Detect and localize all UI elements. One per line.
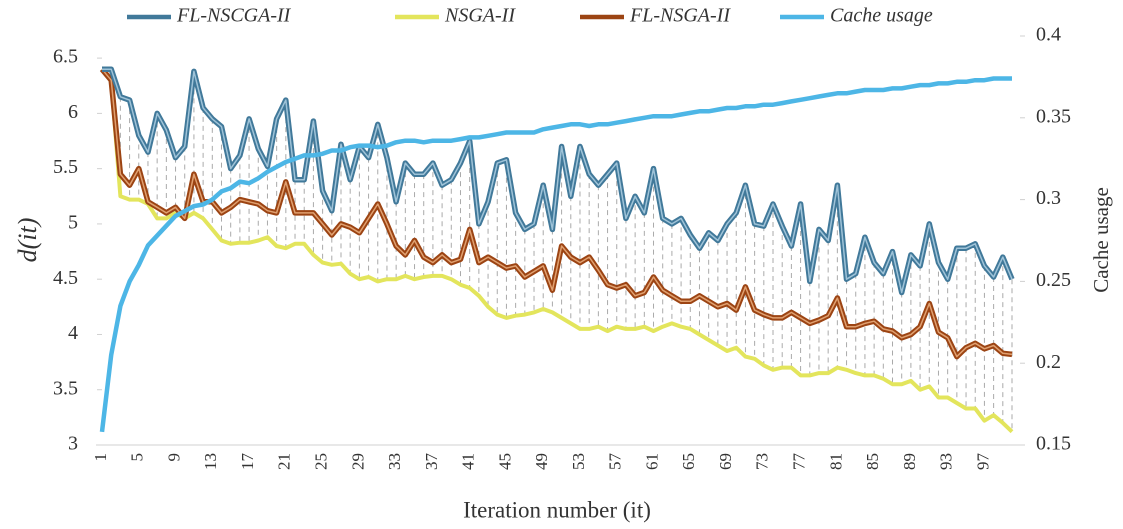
y-tick-label: 4: [68, 322, 78, 344]
legend-label: FL-NSGA-II: [629, 5, 731, 27]
y-tick-label: 6: [68, 101, 78, 123]
legend: FL-NSCGA-II NSGA-II FL-NSGA-II Cache usage: [127, 5, 933, 27]
y-tick-label: 6.5: [53, 46, 78, 68]
x-tick-label: 37: [422, 453, 441, 471]
x-tick-label: 21: [275, 453, 294, 470]
x-tick-label: 85: [863, 453, 882, 470]
x-tick-label: 61: [642, 453, 661, 470]
x-tick-label: 77: [789, 453, 808, 471]
x-tick-label: 69: [716, 453, 735, 470]
x-tick-label: 49: [532, 453, 551, 470]
line: [100, 67, 1014, 434]
x-axis-title: Iteration number (it): [463, 497, 651, 522]
line: [102, 68, 1013, 294]
y2-axis-title: Cache usage: [1089, 187, 1113, 293]
x-tick-label: 33: [385, 453, 404, 470]
y2-tick-label: 0.25: [1036, 269, 1071, 291]
y2-tick-label: 0.35: [1036, 105, 1071, 127]
x-tick-label: 97: [973, 453, 992, 471]
x-tick-label: 93: [937, 453, 956, 470]
x-tick-label: 41: [459, 453, 478, 470]
x-tick-label: 53: [569, 453, 588, 470]
x-tick-label: 81: [826, 453, 845, 470]
y2-tick-label: 0.15: [1036, 433, 1071, 455]
x-tick-label: 25: [312, 453, 331, 470]
x-tick-label: 65: [679, 453, 698, 470]
line: [99, 76, 1012, 433]
y-tick-label: 3: [68, 433, 78, 455]
legend-label: NSGA-II: [444, 5, 516, 27]
legend-label: FL-NSCGA-II: [176, 5, 292, 27]
x-tick-label: 1: [91, 453, 110, 462]
y2-tick-label: 0.3: [1036, 187, 1061, 209]
x-tick-label: 17: [238, 453, 257, 471]
x-tick-label: 57: [606, 453, 625, 471]
x-tick-label: 5: [128, 453, 147, 462]
line: [101, 68, 1013, 358]
y2-tick-label: 0.2: [1036, 351, 1061, 373]
y-tick-label: 5: [68, 212, 78, 234]
y-tick-label: 4.5: [53, 267, 78, 289]
x-tick-label: 89: [900, 453, 919, 470]
x-tick-label: 13: [201, 453, 220, 470]
x-tick-label: 9: [164, 453, 183, 462]
x-tick-label: 29: [348, 453, 367, 470]
x-tick-label: 45: [495, 453, 514, 470]
x-tick-label: 73: [753, 453, 772, 470]
legend-label: Cache usage: [830, 5, 933, 27]
y-axis-title: d(it): [13, 218, 42, 263]
y-tick-label: 5.5: [53, 156, 78, 178]
y2-tick-label: 0.4: [1036, 24, 1061, 46]
y-tick-label: 3.5: [53, 377, 78, 399]
